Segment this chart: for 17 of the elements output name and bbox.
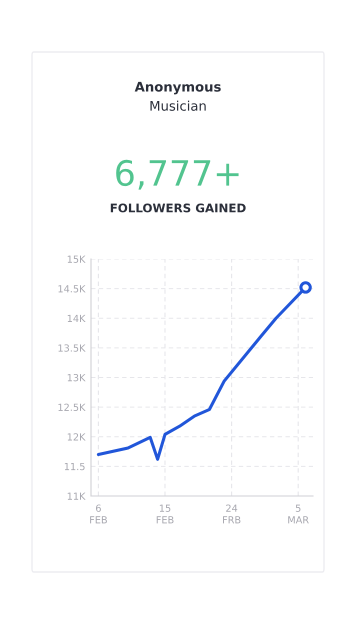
- x-tick-label: 24 FRB: [223, 504, 240, 524]
- y-tick-label: 13K: [68, 374, 86, 382]
- chart-subtitle: Musician: [150, 100, 206, 111]
- chart-title: Anonymous: [134, 82, 221, 94]
- y-tick-label: 13.5K: [58, 344, 86, 352]
- x-tick-label: 6 FEB: [90, 504, 107, 524]
- y-tick-label: 11K: [68, 492, 86, 500]
- y-tick-label: 14K: [68, 314, 86, 322]
- y-tick-label: 12K: [68, 433, 86, 440]
- y-tick-label: 11.5: [64, 462, 85, 470]
- text: FOLLOWERS GAINED: [110, 203, 246, 212]
- y-tick-label: 14.5K: [58, 285, 86, 292]
- x-tick-label: 5 MAR: [288, 504, 309, 524]
- text: 6,777+: [116, 160, 239, 190]
- y-tick-label: 12.5K: [58, 404, 86, 411]
- x-tick-label: 15 FEB: [156, 504, 174, 524]
- y-tick-label: 15K: [68, 256, 86, 263]
